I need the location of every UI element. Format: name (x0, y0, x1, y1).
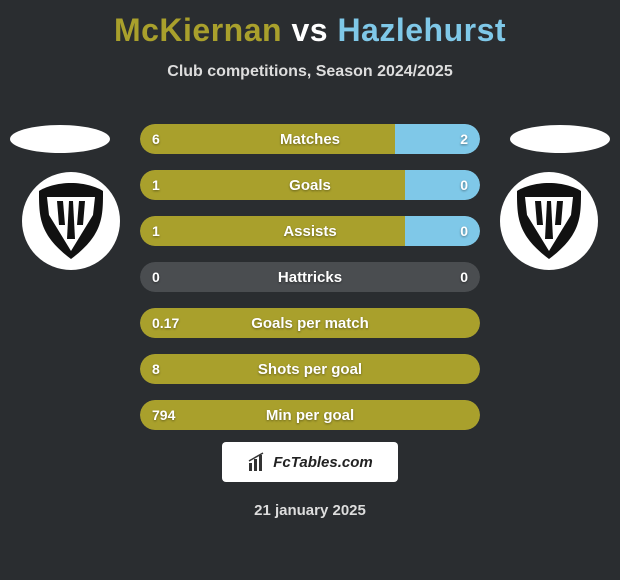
brand-badge: FcTables.com (222, 442, 398, 482)
vs-label: vs (291, 12, 328, 48)
stat-value-p2: 2 (460, 124, 468, 154)
bar-left-fill (140, 354, 480, 384)
comparison-title: McKiernan vs Hazlehurst (0, 0, 620, 49)
bar-left-fill (140, 308, 480, 338)
bar-right-fill (405, 170, 480, 200)
bar-left-fill (140, 124, 395, 154)
date-label: 21 january 2025 (0, 502, 620, 519)
stats-bars: 62Matches10Goals10Assists00Hattricks0.17… (140, 124, 480, 446)
bar-left-fill (140, 216, 405, 246)
stat-value-p1: 0.17 (152, 308, 179, 338)
stat-value-p2: 0 (460, 262, 468, 292)
bar-track (140, 262, 480, 292)
stat-row: 10Assists (140, 216, 480, 246)
stat-row: 794Min per goal (140, 400, 480, 430)
stat-value-p1: 8 (152, 354, 160, 384)
player1-ellipse (10, 125, 110, 153)
chart-icon (247, 451, 269, 473)
stat-value-p1: 1 (152, 216, 160, 246)
shield-icon (511, 181, 587, 261)
bar-left-fill (140, 400, 480, 430)
stat-value-p1: 1 (152, 170, 160, 200)
stat-value-p2: 0 (460, 170, 468, 200)
player2-name: Hazlehurst (337, 12, 506, 48)
player2-club-crest (500, 172, 598, 270)
shield-icon (33, 181, 109, 261)
stat-value-p1: 0 (152, 262, 160, 292)
subtitle: Club competitions, Season 2024/2025 (0, 63, 620, 81)
brand-text: FcTables.com (273, 454, 372, 471)
stat-row: 00Hattricks (140, 262, 480, 292)
stat-value-p1: 6 (152, 124, 160, 154)
bar-left-fill (140, 170, 405, 200)
player1-club-crest (22, 172, 120, 270)
bar-right-fill (405, 216, 480, 246)
player1-name: McKiernan (114, 12, 282, 48)
player2-ellipse (510, 125, 610, 153)
stat-value-p2: 0 (460, 216, 468, 246)
stat-value-p1: 794 (152, 400, 175, 430)
stat-row: 0.17Goals per match (140, 308, 480, 338)
stat-row: 10Goals (140, 170, 480, 200)
stat-row: 62Matches (140, 124, 480, 154)
stat-row: 8Shots per goal (140, 354, 480, 384)
